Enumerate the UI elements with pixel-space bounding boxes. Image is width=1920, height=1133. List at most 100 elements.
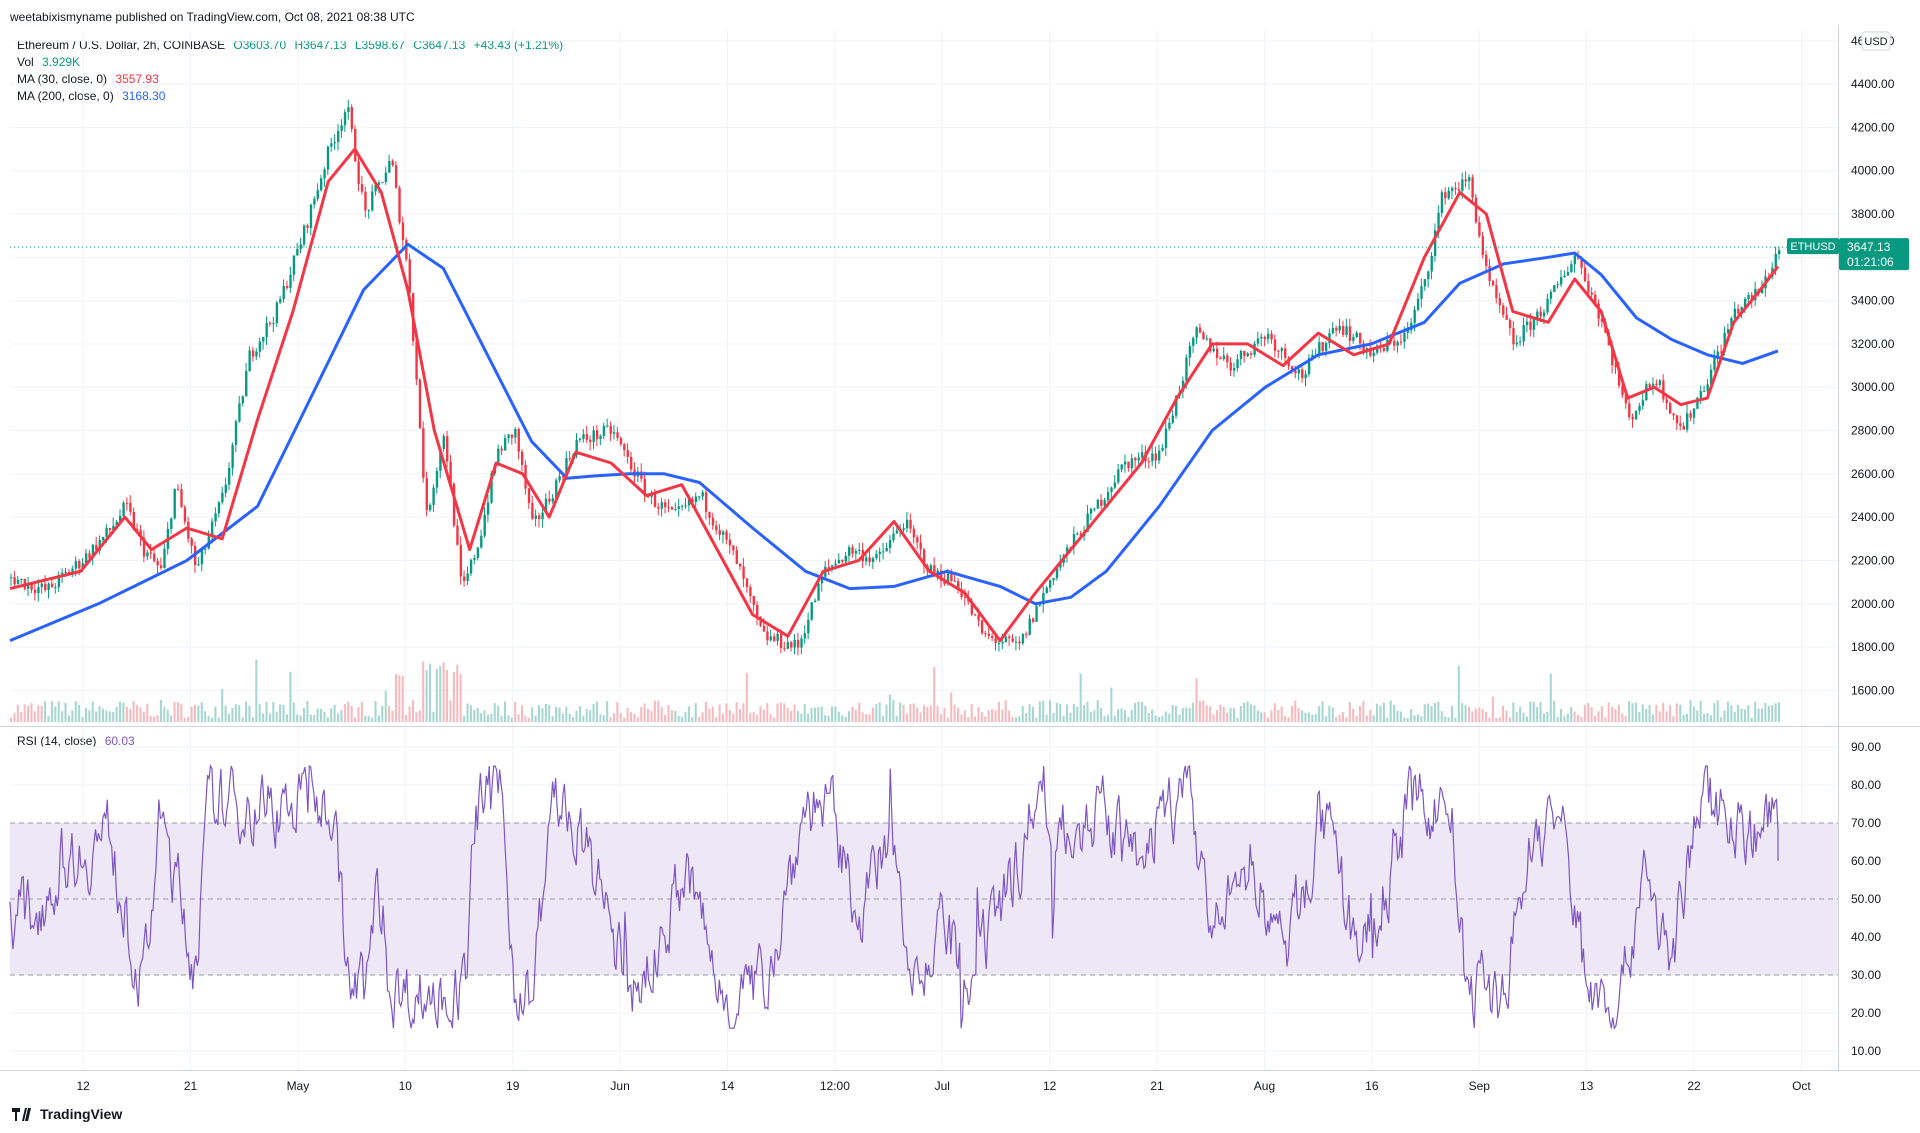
volume-bar	[1297, 707, 1300, 722]
candle-body	[1188, 345, 1192, 358]
volume-bar	[1294, 700, 1297, 722]
candle-body	[1226, 355, 1229, 363]
candle-body	[957, 581, 960, 590]
candle-body	[810, 602, 813, 620]
tradingview-logo[interactable]: TradingView	[12, 1106, 122, 1122]
candle-body	[895, 530, 899, 534]
candle-body	[1600, 318, 1604, 322]
volume-bar	[1597, 711, 1600, 722]
candle-body	[95, 544, 98, 551]
volume-bar	[1117, 708, 1120, 722]
symbol-name[interactable]: Ethereum / U.S. Dollar, 2h, COINBASE	[17, 38, 226, 52]
volume-bar	[1031, 706, 1035, 722]
candle-body	[1304, 374, 1307, 379]
x-tick-label: Jul	[935, 1079, 950, 1093]
candle-body	[1505, 314, 1508, 321]
volume-bar	[20, 712, 23, 722]
volume-bar	[953, 704, 956, 722]
candle-body	[1427, 271, 1430, 280]
candle-body	[871, 558, 875, 563]
candle-body	[268, 322, 272, 324]
volume-bar	[50, 701, 53, 722]
candle-body	[238, 403, 241, 422]
x-tick-label: 19	[506, 1079, 520, 1093]
volume-bar	[582, 716, 585, 722]
candle-body	[919, 542, 922, 550]
candle-body	[783, 647, 786, 649]
volume-bar	[1703, 713, 1706, 722]
volume-bar	[687, 706, 690, 722]
volume-bar	[1185, 707, 1188, 722]
candle-body	[466, 573, 469, 581]
volume-bar	[1723, 710, 1726, 722]
candle-body	[844, 555, 847, 562]
volume-bar	[980, 712, 983, 722]
volume-bar	[44, 701, 47, 722]
candle-body	[435, 470, 439, 488]
volume-bar	[1229, 707, 1232, 722]
volume-bar	[759, 706, 762, 722]
volume-bar	[766, 703, 769, 722]
volume-bar	[381, 705, 384, 722]
candle-body	[1117, 469, 1120, 483]
candle-body	[1042, 593, 1045, 605]
volume-label[interactable]: Vol	[17, 55, 34, 69]
volume-bar	[1512, 702, 1515, 722]
ma30-label[interactable]: MA (30, close, 0)	[17, 72, 108, 86]
candle-body	[1096, 499, 1100, 509]
volume-bar	[786, 707, 789, 722]
candle-body	[657, 506, 660, 509]
candle-body	[851, 547, 854, 554]
volume-bar	[1335, 716, 1338, 722]
ma200-label[interactable]: MA (200, close, 0)	[17, 89, 114, 103]
candle-body	[1273, 339, 1277, 351]
volume-bar	[1682, 714, 1685, 722]
candle-body	[643, 478, 646, 497]
candle-body	[1672, 413, 1675, 416]
candle-body	[1001, 641, 1004, 643]
volume-bar	[1147, 713, 1150, 722]
rsi-label[interactable]: RSI (14, close)	[17, 734, 97, 748]
candle-body	[245, 371, 248, 397]
volume-bar	[1113, 715, 1116, 722]
volume-bar	[1767, 705, 1770, 722]
candle-body	[367, 210, 371, 212]
candle-body	[78, 561, 81, 569]
candle-body	[122, 502, 125, 516]
candle-body	[865, 557, 868, 562]
volume-bar	[1168, 713, 1171, 722]
rsi-tick-label: 70.00	[1851, 816, 1881, 830]
x-tick-label: Oct	[1792, 1079, 1811, 1093]
volume-bar	[970, 703, 973, 722]
candle-body	[1679, 423, 1682, 426]
candle-body	[1583, 267, 1587, 282]
volume-bar	[245, 701, 248, 722]
volume-bar	[1198, 701, 1201, 722]
candle-body	[1587, 281, 1590, 293]
volume-bar	[159, 700, 162, 722]
volume-bar	[146, 703, 149, 722]
candle-body	[715, 525, 718, 531]
candle-body	[820, 576, 824, 584]
volume-bar	[241, 717, 244, 722]
volume-bar	[463, 716, 466, 722]
candle-body	[1423, 279, 1427, 287]
x-tick-label: 14	[721, 1079, 735, 1093]
candle-body	[1008, 636, 1011, 639]
volume-bar	[1600, 706, 1603, 722]
candle-body	[381, 182, 384, 184]
candle-body	[190, 538, 193, 546]
candle-body	[1106, 491, 1110, 500]
volume-bar	[16, 704, 19, 722]
candle-body	[197, 564, 200, 566]
volume-bar	[1529, 701, 1532, 722]
volume-bar	[1553, 700, 1556, 722]
candle-body	[88, 553, 91, 559]
volume-bar	[848, 711, 851, 722]
candle-body	[888, 540, 892, 548]
volume-bar	[210, 717, 214, 722]
candle-body	[340, 125, 343, 131]
candle-body	[922, 549, 926, 566]
volume-bar	[960, 714, 963, 722]
